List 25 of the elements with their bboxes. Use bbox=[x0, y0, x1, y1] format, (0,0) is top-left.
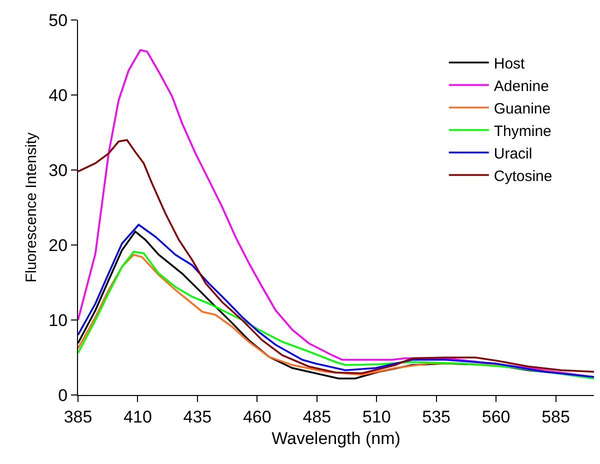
legend-label: Guanine bbox=[494, 100, 551, 118]
y-tick-label: 30 bbox=[48, 160, 68, 180]
x-tick-label: 435 bbox=[183, 407, 212, 426]
line-series bbox=[78, 139, 594, 374]
x-tick-label: 535 bbox=[422, 407, 451, 426]
line-series bbox=[78, 49, 594, 378]
x-tick-label: 585 bbox=[542, 407, 570, 426]
x-tick-label: 410 bbox=[124, 407, 152, 426]
y-tick-label: 40 bbox=[48, 86, 68, 105]
legend-label: Adenine bbox=[494, 78, 549, 95]
x-tick-label: 385 bbox=[64, 407, 92, 426]
x-axis-title: Wavelength (nm) bbox=[272, 428, 400, 448]
x-tick-label: 560 bbox=[482, 407, 510, 426]
legend-label: Thymine bbox=[494, 122, 552, 140]
y-tick-label: 0 bbox=[58, 386, 68, 405]
legend-label: Cytosine bbox=[494, 168, 552, 185]
x-tick-label: 510 bbox=[362, 407, 391, 426]
y-tick-label: 20 bbox=[48, 236, 68, 255]
legend-label: Host bbox=[494, 55, 526, 72]
legend-label: Uracil bbox=[494, 145, 532, 162]
y-tick-label: 10 bbox=[48, 310, 68, 330]
y-axis-title: Fluorescence Intensity bbox=[22, 132, 40, 283]
x-tick-label: 460 bbox=[242, 407, 272, 426]
y-tick-label: 50 bbox=[48, 10, 68, 30]
x-tick-label: 485 bbox=[302, 407, 332, 426]
